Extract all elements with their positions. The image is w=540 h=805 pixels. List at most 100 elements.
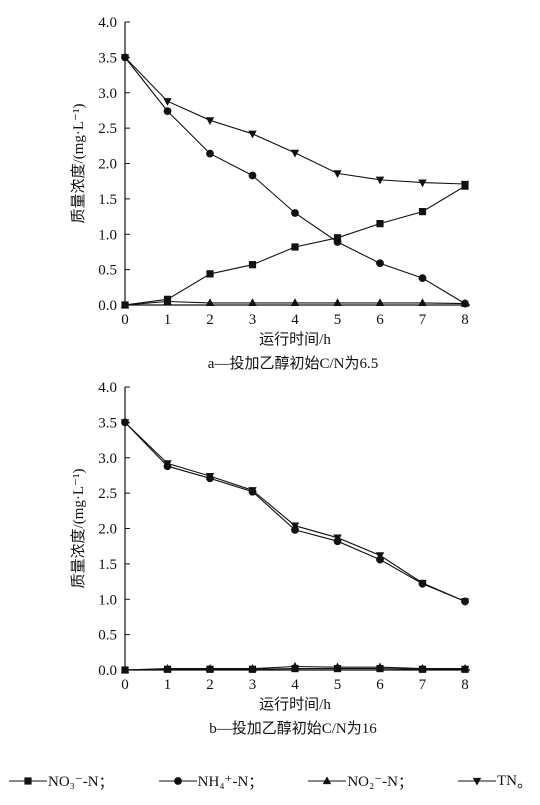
chart-caption: b—投加乙醇初始C/N为16 [209,720,377,737]
data-point-nh4-n [333,238,342,246]
data-point-nh4-n [248,171,257,180]
series-line-nh4-n [124,57,466,305]
legend-marker-triangle-down [472,777,482,786]
legend-marker-circle [173,777,182,785]
x-tick-label: 0 [121,312,129,328]
data-point-no2-n [460,663,470,672]
x-tick-label: 0 [121,677,129,693]
data-point-nh4-n [376,259,384,268]
chart-a: 0.0 0.5 1.0 1.5 2.0 2.5 3.0 3.5 4.0 0 1 2 3 4 5 6 7 8 质量浓度… [70,15,470,372]
series-line-tn [124,422,466,602]
data-point-tn [248,130,257,139]
x-tick-label: 1 [164,677,172,693]
x-tick-label: 8 [461,312,469,328]
data-point-tn [163,460,172,469]
data-point-nh4-n [163,107,172,116]
data-point-tn [375,176,385,185]
data-point-no3-n [206,270,214,278]
x-tick-label: 1 [164,312,172,328]
x-tick-label: 3 [249,677,257,693]
data-point-no2-n [248,298,257,307]
legend-label: NO₂⁻-N [347,773,398,790]
data-point-tn [460,598,470,606]
data-point-no2-n [375,298,385,307]
y-axis-title: 质量浓度/(mg·L⁻¹) [70,469,87,589]
data-point-tn [333,534,342,543]
x-tick-label: 6 [376,312,384,328]
y-tick-label: 0.5 [98,628,117,644]
y-axis-title: 质量浓度/(mg·L⁻¹) [70,104,87,224]
data-point-nh4-n [291,209,299,217]
y-tick-label: 1.5 [98,192,117,208]
y-tick-label: 3.0 [98,86,117,102]
y-tick-label: 3.0 [98,451,117,467]
chart-caption: a—投加乙醇初始C/N为6.5 [208,355,378,372]
x-tick-label: 2 [206,312,214,328]
legend-terminator: 。 [516,774,532,791]
chart-b: 0.0 0.5 1.0 1.5 2.0 2.5 3.0 3.5 4.0 0 1 2 3 4 5 6 7 8 质量浓度… [70,380,470,737]
legend-entry-no2-n: NO₂⁻-N； [307,771,413,792]
legend-separator: ； [98,774,114,791]
x-tick-label: 7 [419,312,427,328]
y-tick-label: 2.0 [98,522,117,538]
data-point-no2-n [333,298,342,307]
y-tick-label: 1.5 [98,557,117,573]
data-point-tn [248,487,257,495]
legend-label: NH₄⁺-N [197,773,249,790]
y-tick-label: 0.5 [98,263,117,279]
series-line-tn [124,57,466,185]
legend-separator: ； [248,774,264,791]
data-point-no3-n [333,234,342,242]
legend-separator: ； [397,774,413,791]
data-point-no3-n [418,208,427,216]
data-point-no2-n [163,296,172,305]
y-tick-label: 4.0 [98,380,117,396]
data-point-tn [460,180,470,189]
data-point-no2-n [163,663,172,672]
data-point-tn [205,117,215,125]
data-point-no2-n [248,663,257,672]
x-tick-label: 5 [334,312,342,328]
data-point-no2-n [205,298,215,307]
data-point-no3-n [376,220,384,228]
data-point-tn [290,522,300,531]
y-tick-label: 3.5 [98,415,117,431]
x-axis-title: 运行时间/h [259,331,331,348]
x-tick-label: 4 [291,312,299,328]
data-point-no2-n [418,663,427,672]
y-tick-label: 0.0 [98,663,117,679]
x-tick-label: 3 [249,312,257,328]
data-point-no2-n [120,665,130,674]
legend-swatch-no3-n [9,777,47,785]
x-axis-title: 运行时间/h [259,696,331,713]
legend-marker-triangle-up [323,776,332,785]
data-point-no2-n [290,661,300,670]
y-tick-label: 1.0 [98,227,117,243]
y-tick-label: 2.5 [98,121,117,137]
data-point-no2-n [205,663,215,672]
data-point-no2-n [290,298,300,307]
legend-swatch-tn [457,777,496,786]
legend-swatch-no2-n [308,776,347,785]
legend-swatch-nh4-n [158,777,197,785]
legend-label: TN [496,772,517,789]
legend-marker-square [24,777,32,785]
y-tick-label: 2.5 [98,486,117,502]
data-point-no2-n [375,662,385,671]
y-tick-label: 3.5 [98,50,117,66]
data-point-nh4-n [206,149,214,158]
data-point-tn [290,149,300,158]
legend-entry-nh4-n: NH₄⁺-N； [158,771,264,792]
legend-entry-tn: TN。 [457,771,532,792]
data-point-no2-n [333,662,342,671]
x-tick-label: 4 [291,677,299,693]
x-tick-label: 6 [376,677,384,693]
data-point-no2-n [120,300,130,309]
y-tick-label: 4.0 [98,15,117,31]
data-point-tn [333,170,342,179]
data-point-tn [418,579,427,588]
x-tick-label: 2 [206,677,214,693]
data-point-no2-n [418,298,427,307]
data-point-nh4-n [418,274,427,283]
